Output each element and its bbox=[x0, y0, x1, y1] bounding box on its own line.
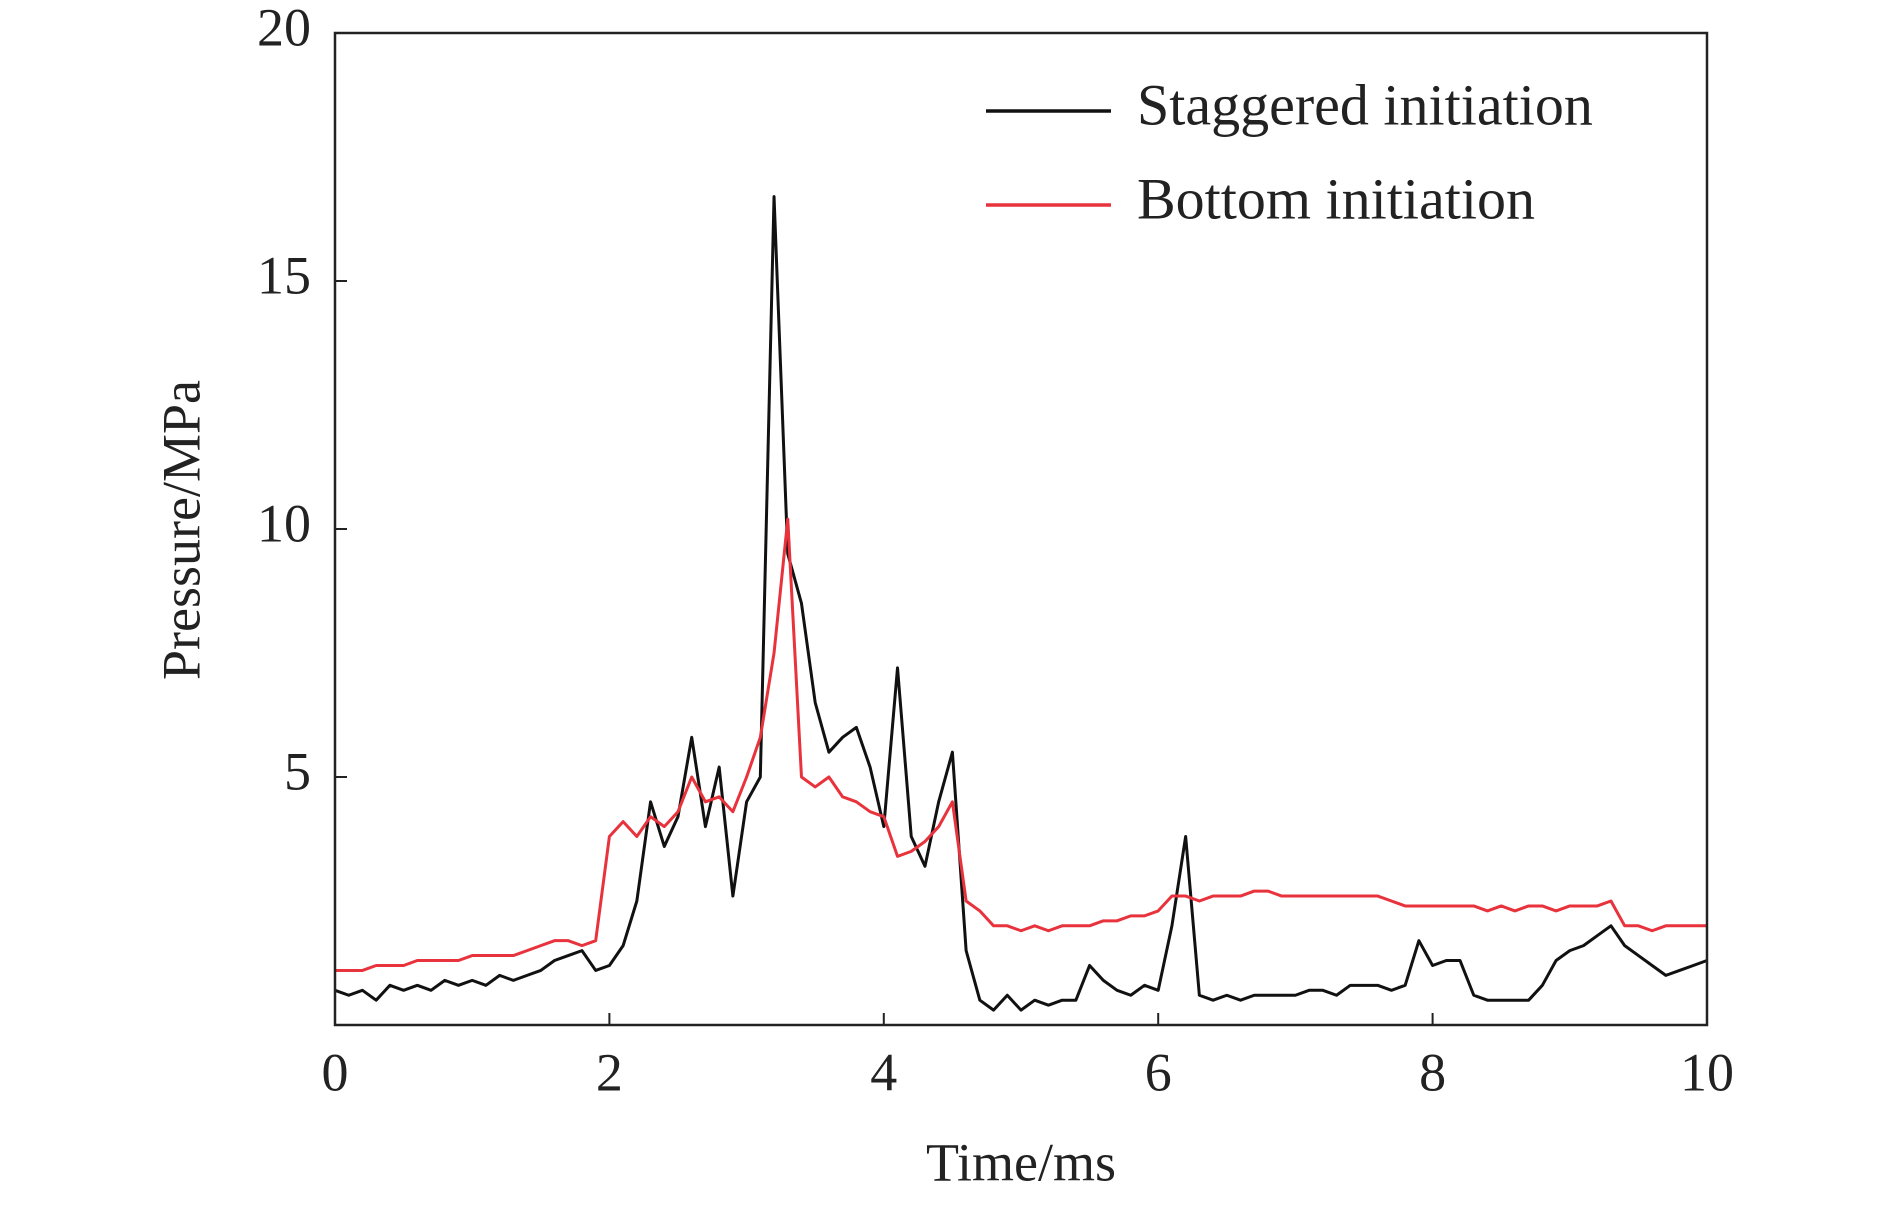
y-tick-label: 20 bbox=[257, 0, 311, 57]
x-axis-label: Time/ms bbox=[926, 1132, 1116, 1192]
series-line bbox=[334, 195, 1708, 1012]
y-tick-label: 15 bbox=[257, 245, 311, 305]
y-tick-label: 10 bbox=[257, 493, 311, 553]
x-tick-label: 4 bbox=[870, 1042, 897, 1102]
x-tick-label: 10 bbox=[1680, 1042, 1734, 1102]
x-tick-label: 6 bbox=[1145, 1042, 1172, 1102]
y-axis-label: Pressure/MPa bbox=[151, 380, 211, 680]
y-tick-label: 5 bbox=[284, 741, 311, 801]
legend-label: Staggered initiation bbox=[1137, 72, 1593, 137]
series-line bbox=[335, 517, 1707, 972]
x-tick-label: 8 bbox=[1419, 1042, 1446, 1102]
x-tick-label: 2 bbox=[596, 1042, 623, 1102]
plot-frame bbox=[333, 31, 1709, 1027]
legend-label: Bottom initiation bbox=[1137, 166, 1535, 231]
x-tick-label: 0 bbox=[322, 1042, 349, 1102]
